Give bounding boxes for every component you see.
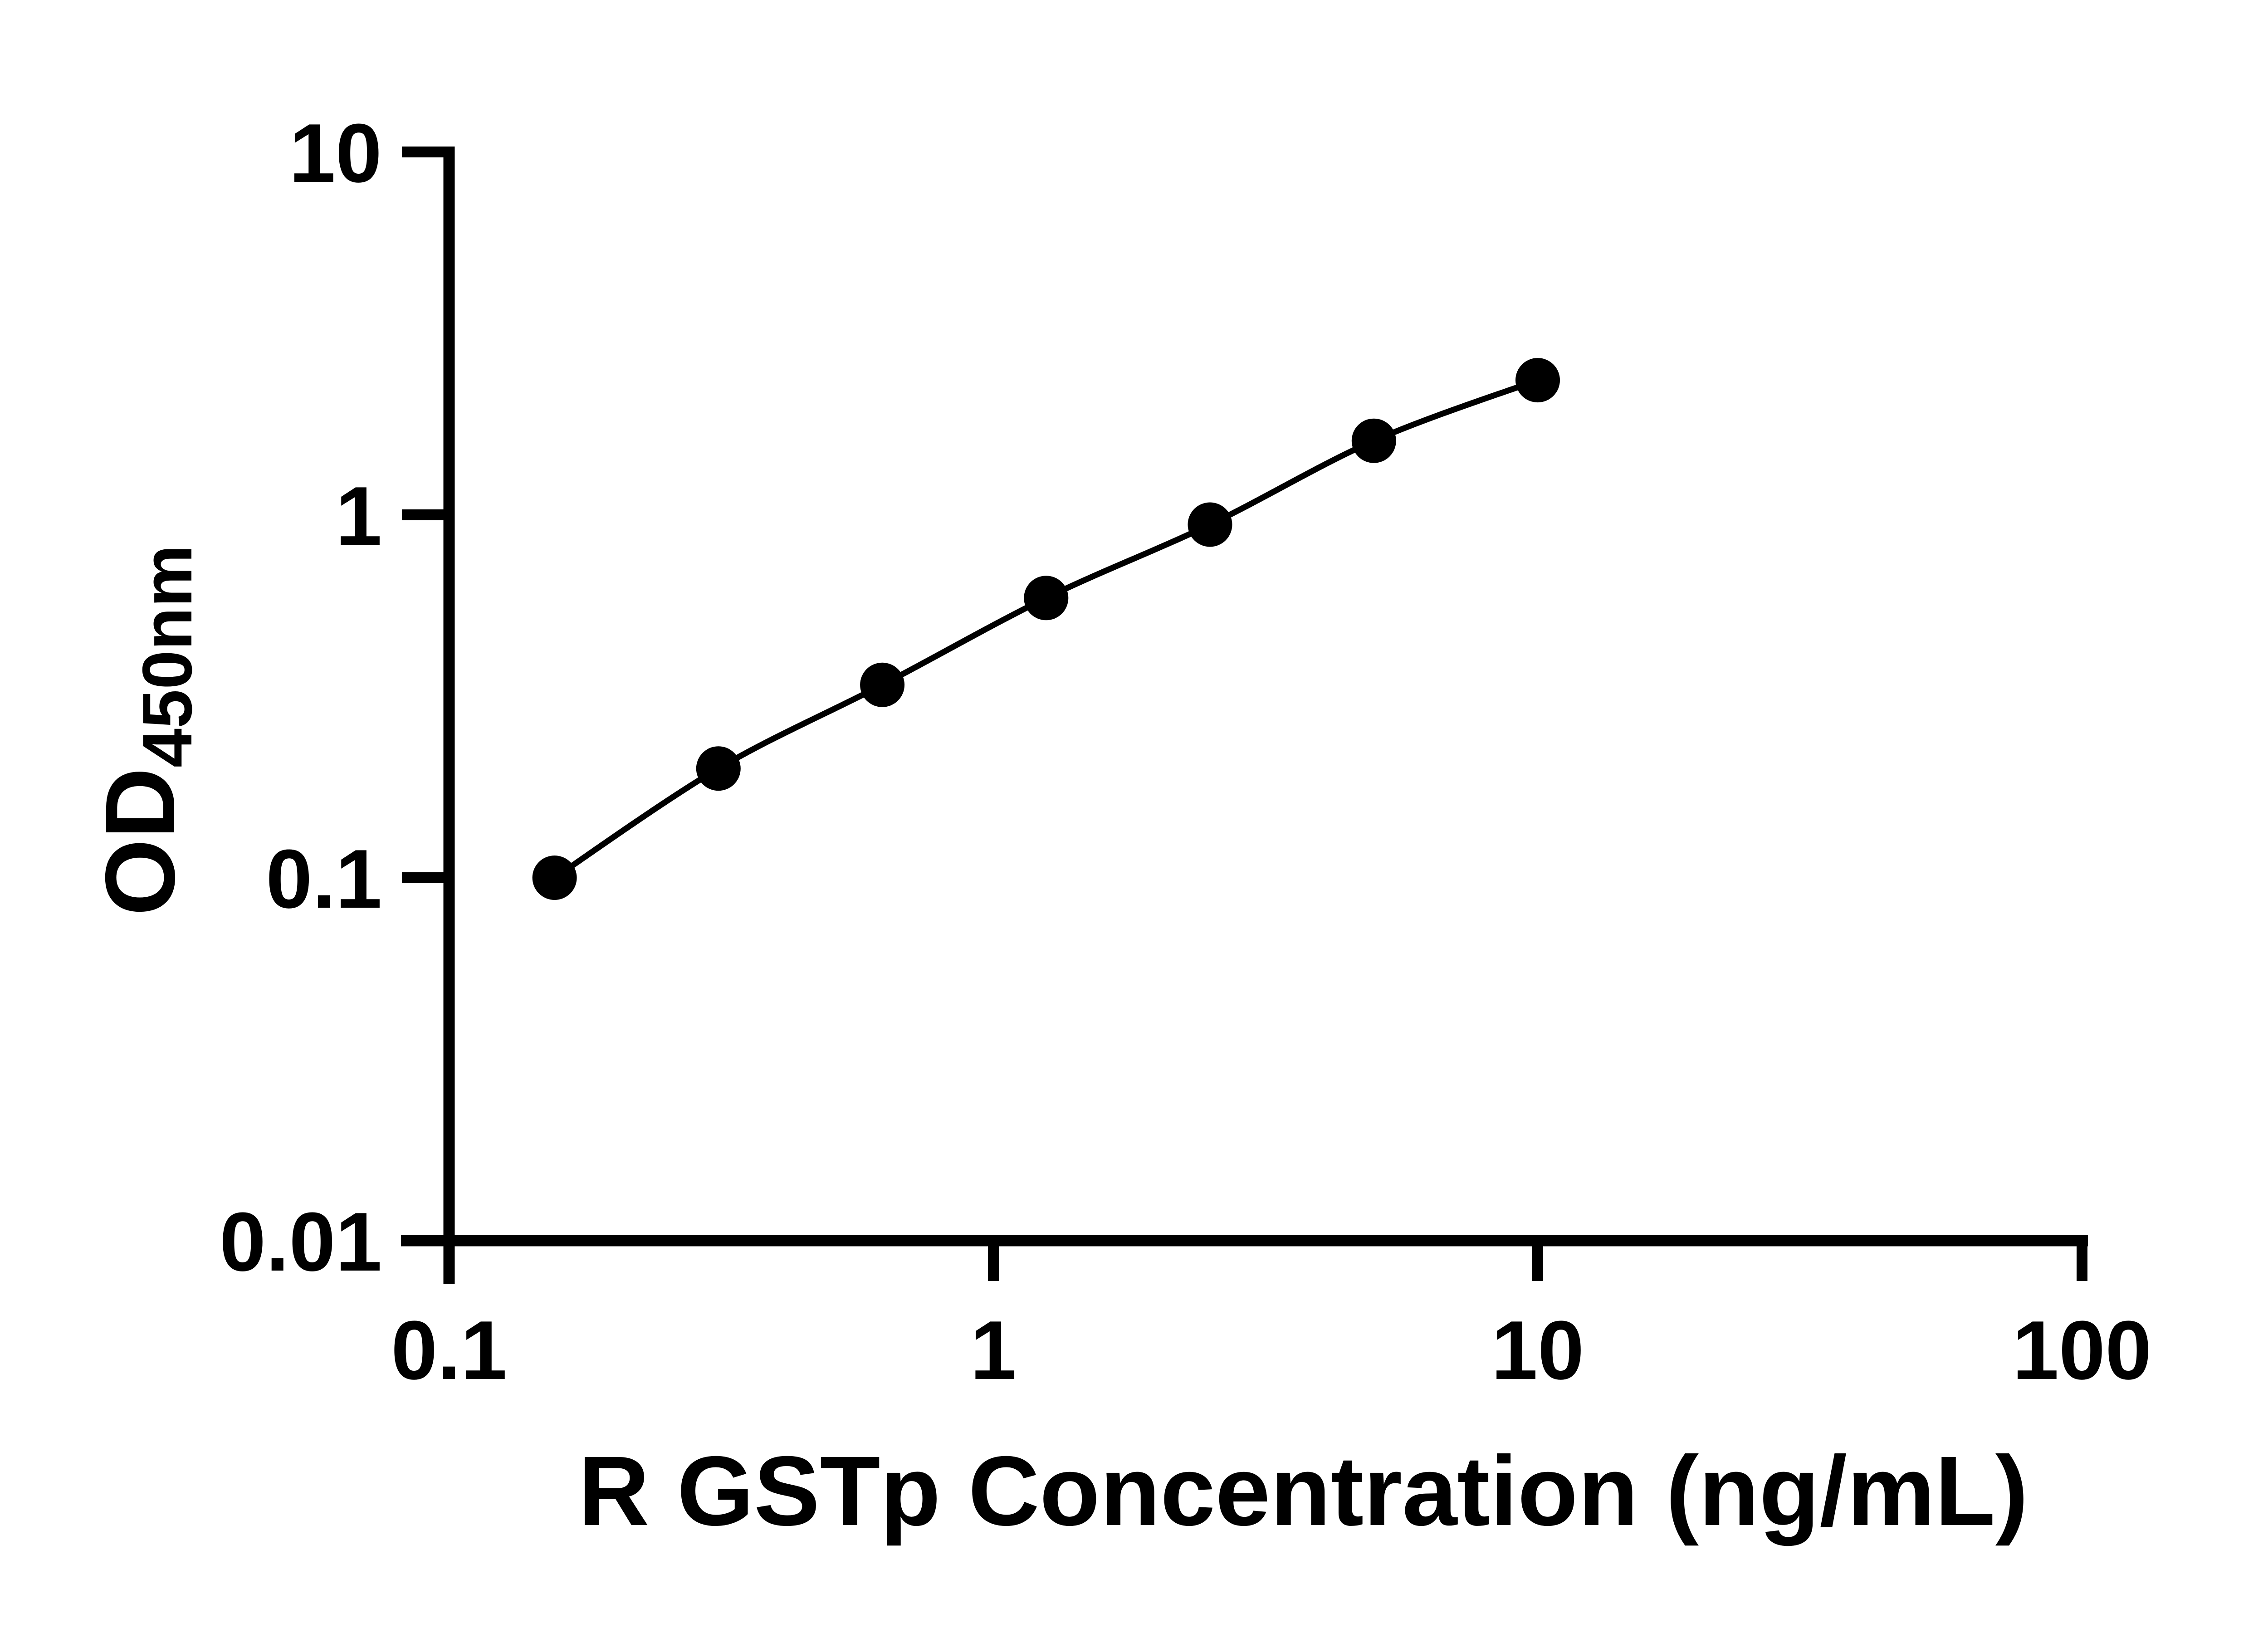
data-point-2 bbox=[860, 662, 905, 707]
y-axis-title-subscript: 450nm bbox=[128, 545, 206, 768]
data-point-5 bbox=[1351, 418, 1396, 463]
y-tick-label-1: 1 bbox=[336, 469, 382, 562]
data-point-1 bbox=[696, 746, 741, 791]
y-axis-title-main: OD bbox=[85, 768, 196, 916]
data-point-4 bbox=[1188, 502, 1232, 547]
x-tick-label-1: 1 bbox=[970, 1303, 1017, 1397]
x-tick-label-10: 10 bbox=[1491, 1303, 1584, 1397]
x-axis-title: R GSTp Concentration (ng/mL) bbox=[578, 1436, 2028, 1546]
data-point-0 bbox=[532, 856, 577, 900]
x-tick-label-100: 100 bbox=[2013, 1303, 2152, 1397]
y-tick-label-0.01: 0.01 bbox=[220, 1195, 382, 1288]
y-tick-label-0.1: 0.1 bbox=[266, 832, 382, 925]
data-point-3 bbox=[1024, 576, 1069, 621]
x-tick-label-0.1: 0.1 bbox=[391, 1303, 507, 1397]
y-axis-title: OD450nm bbox=[85, 545, 206, 916]
data-point-6 bbox=[1515, 358, 1560, 403]
y-tick-label-10: 10 bbox=[289, 106, 382, 200]
